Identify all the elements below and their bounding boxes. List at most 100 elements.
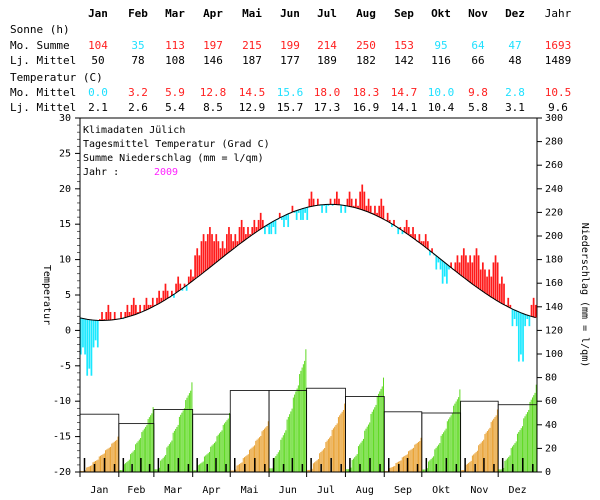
precip-bar [198, 464, 200, 472]
temp-bar [109, 311, 112, 321]
precip-bar [496, 409, 498, 472]
right-tick-label: 120 [545, 325, 563, 336]
precip-bar [499, 469, 501, 472]
cell: 5.4 [165, 101, 185, 114]
precip-bar [113, 441, 115, 472]
daily-precip-mark [455, 464, 458, 472]
cell: 10.4 [427, 101, 455, 114]
precip-bar [450, 415, 452, 472]
temp-bar [86, 319, 89, 376]
precip-bar [484, 434, 486, 472]
temp-bar [196, 248, 199, 278]
month-label: Aug [356, 485, 374, 496]
temp-bar [405, 219, 408, 234]
month-header: Mai [242, 7, 262, 20]
left-axis-title: Temperatur [41, 265, 52, 325]
left-tick-label: 30 [59, 113, 71, 124]
daily-precip-mark [310, 458, 312, 472]
month-label: Okt [432, 485, 450, 496]
month-label: Mar [164, 485, 182, 496]
temp-bar [245, 234, 247, 240]
cell: 199 [280, 39, 300, 52]
precip-bar [321, 450, 323, 472]
daily-precip-mark [234, 458, 236, 472]
precip-bar [443, 432, 445, 472]
precip-bar [261, 431, 263, 472]
precip-bar [177, 424, 179, 472]
cell: 215 [242, 39, 262, 52]
precip-bar [141, 432, 143, 472]
left-tick-label: 0 [65, 325, 71, 336]
precip-bar [242, 458, 244, 472]
month-header: Okt [431, 7, 451, 20]
daily-precip-mark [398, 464, 400, 472]
precip-bar [401, 457, 403, 472]
cell: 5.8 [468, 101, 488, 114]
precip-bar [455, 401, 457, 472]
month-label: Dez [509, 485, 527, 496]
temp-bar [126, 304, 129, 317]
precip-bar [250, 448, 252, 472]
cell: 197 [203, 39, 223, 52]
precip-bar [306, 469, 308, 472]
temp-longterm-line [79, 203, 536, 321]
precip-bar [449, 417, 451, 472]
precip-bar [228, 413, 230, 472]
year-label: Jahr : [83, 167, 119, 178]
precip-bar [216, 436, 218, 472]
cell: 64 [471, 39, 485, 52]
precip-bar [355, 455, 357, 472]
precip-bar [479, 443, 481, 472]
cell: 95 [434, 39, 448, 52]
cell: 3.1 [505, 101, 525, 114]
right-tick-label: 280 [545, 137, 563, 148]
temp-bar [156, 297, 158, 305]
month-header: Feb [128, 7, 148, 20]
precip-bar [523, 418, 525, 472]
precip-bar [241, 462, 243, 472]
cell: 108 [165, 54, 185, 67]
temp-bar [200, 241, 203, 274]
cell: 8.5 [203, 101, 223, 114]
cell: 5.9 [165, 86, 185, 99]
precip-bar [240, 463, 242, 472]
temp-bar [407, 227, 410, 236]
daily-precip-mark [521, 458, 524, 472]
precip-bar [403, 456, 405, 472]
daily-precip-mark [83, 458, 86, 472]
left-tick-label: -5 [59, 361, 71, 372]
precip-bar [438, 444, 440, 472]
cell: 14.5 [238, 86, 266, 99]
daily-precip-mark [406, 458, 409, 472]
temp-bar [359, 191, 361, 210]
precip-bar [98, 456, 100, 472]
temp-bar [308, 198, 311, 207]
precip-bar [190, 390, 192, 472]
precip-bar [102, 454, 104, 472]
temp-bar [340, 205, 342, 213]
left-tick-label: 5 [65, 290, 71, 301]
temp-bar [135, 304, 137, 315]
precip-bar [257, 438, 259, 472]
temp-bar [498, 283, 501, 303]
precip-bar [231, 470, 233, 472]
temp-bar [412, 227, 414, 239]
precip-bar [529, 401, 531, 472]
precip-bar [372, 409, 374, 472]
temp-bar [420, 241, 423, 245]
precip-bar [508, 456, 510, 472]
precip-bar [434, 449, 436, 472]
temp-bar [338, 198, 340, 205]
temp-bar [530, 304, 533, 317]
precip-bar [351, 460, 353, 472]
temp-bar [213, 241, 216, 264]
precip-bar [291, 408, 293, 472]
cell: 15.6 [276, 86, 304, 99]
precip-bar [460, 470, 462, 472]
precip-bar [375, 404, 377, 472]
precip-bar [389, 468, 391, 472]
precip-bar [101, 454, 103, 472]
month-label: Jul [317, 485, 335, 496]
temp-bar [259, 212, 262, 229]
left-tick-label: -20 [53, 467, 71, 478]
